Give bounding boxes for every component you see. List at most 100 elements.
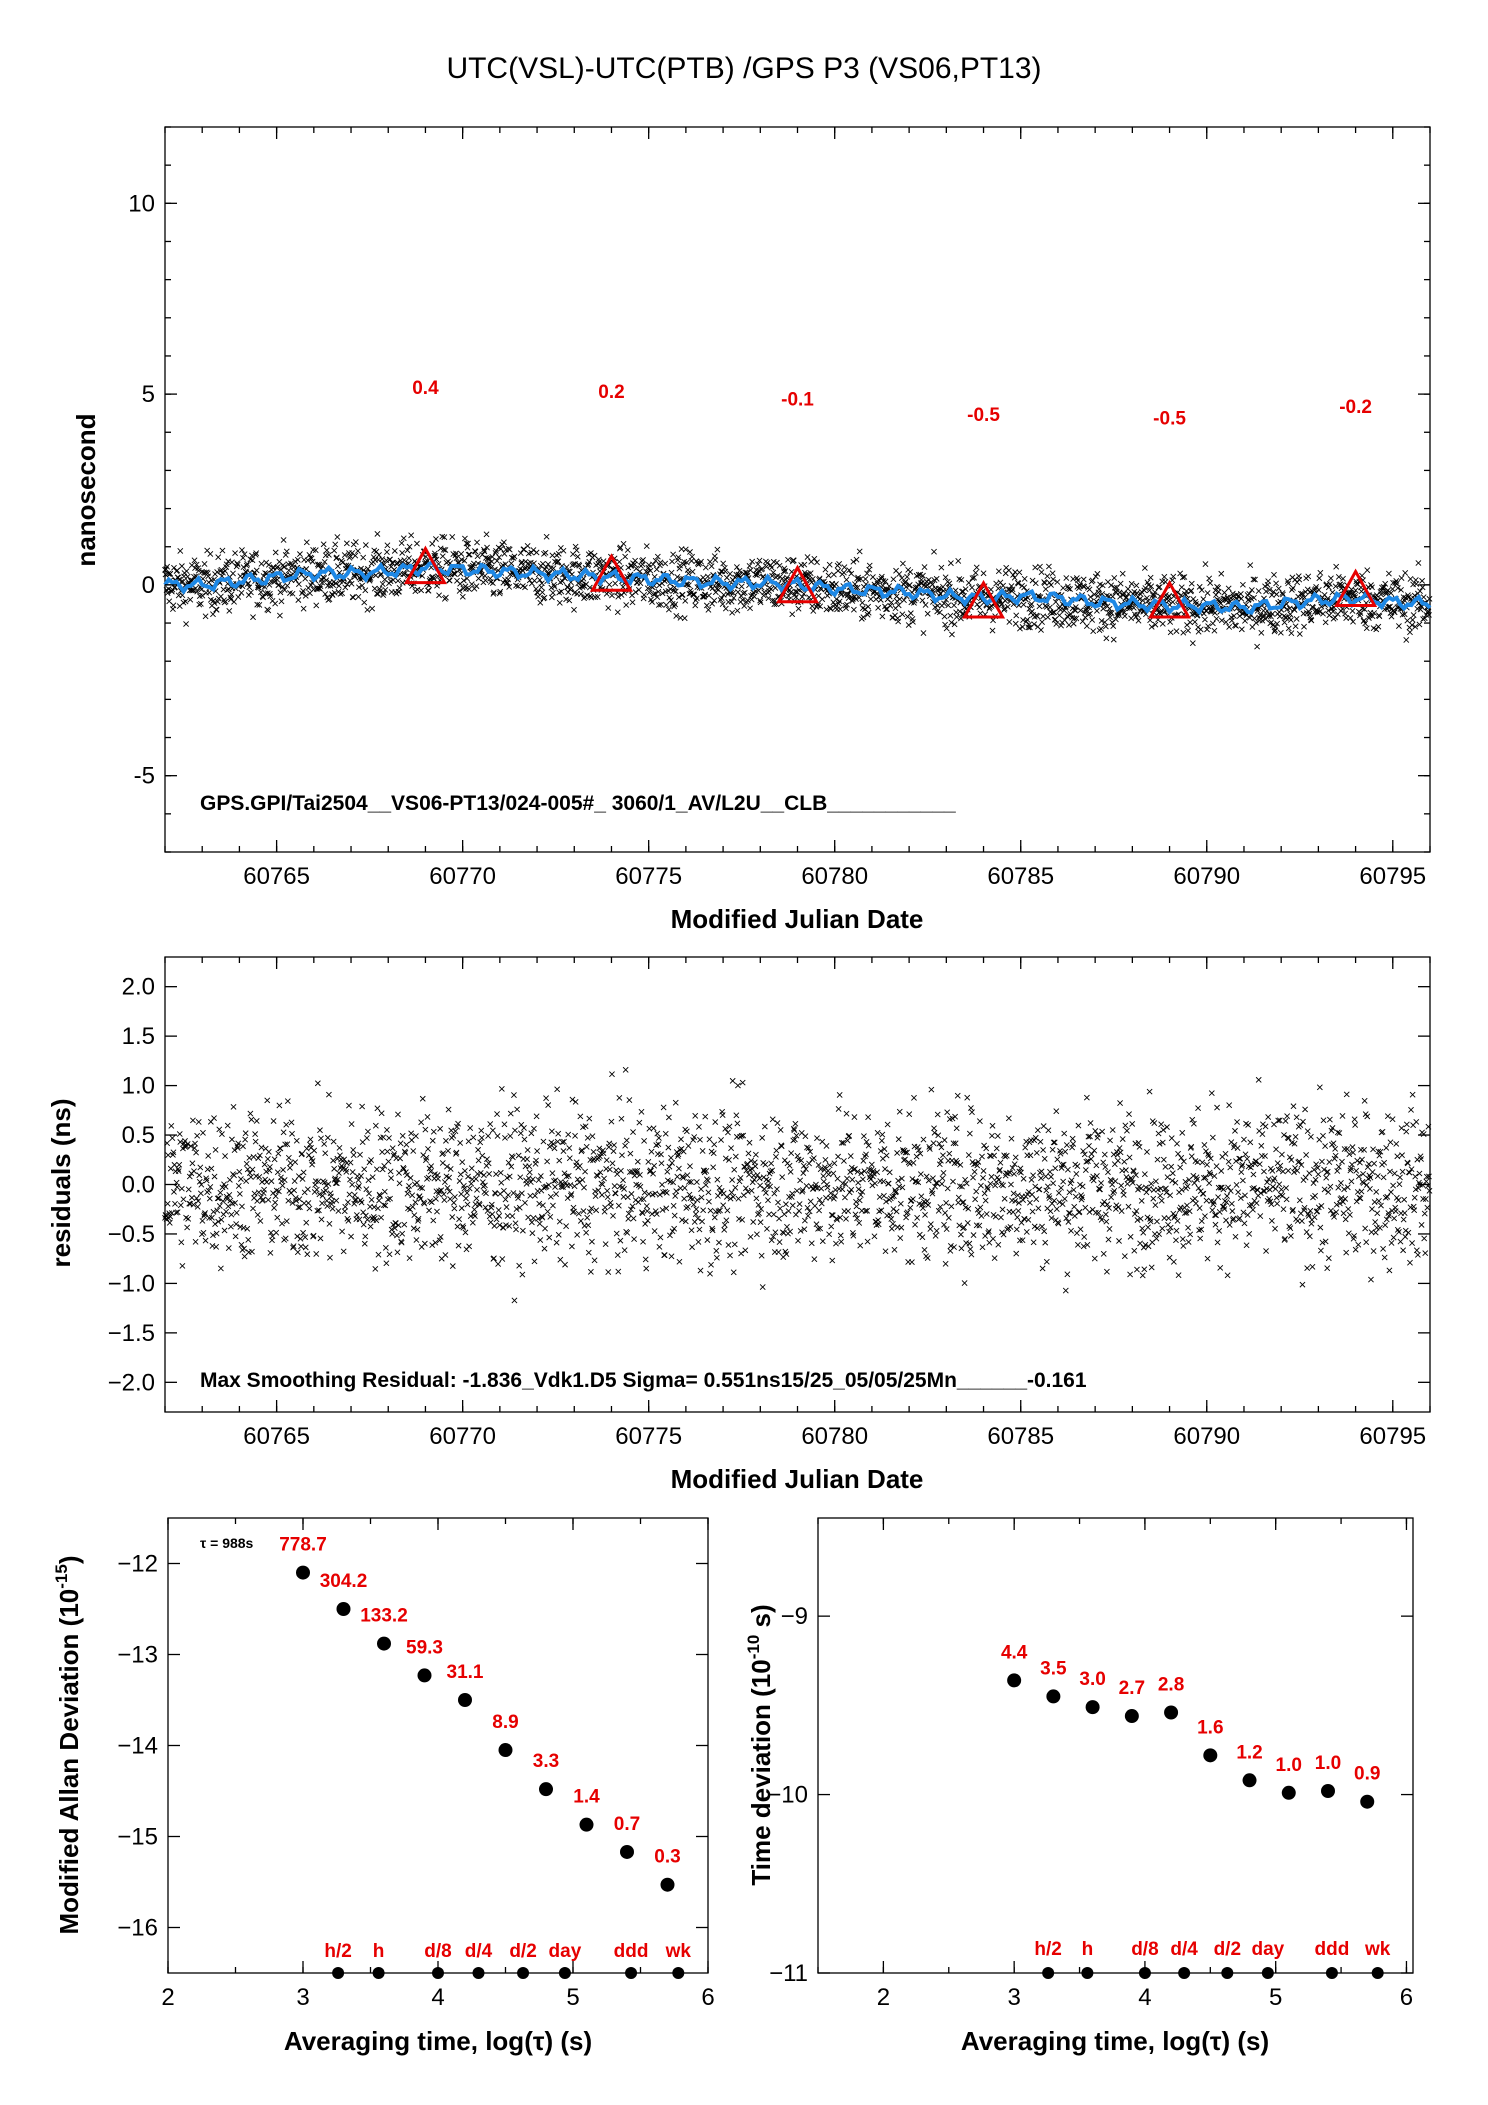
main-point [663,602,670,608]
main-point [1343,615,1350,621]
residual-point [368,1157,375,1163]
residual-point [651,1162,658,1169]
main-point [1209,620,1216,627]
main-point [841,564,848,571]
residual-point [697,1267,704,1274]
main-point [801,561,808,568]
main-smoothed-curve [163,559,1432,616]
residual-point [652,1190,659,1197]
residual-point [171,1188,177,1195]
residual-point [317,1235,324,1242]
main-point [620,540,627,547]
main-point [756,557,763,564]
residual-point [1306,1233,1313,1240]
main-point [192,585,199,592]
residual-point [199,1217,206,1224]
residual-point [272,1193,279,1200]
residual-point [774,1120,781,1126]
residual-point [1003,1152,1010,1159]
main-point [749,558,756,565]
residual-point [244,1166,251,1173]
residual-point [980,1174,986,1181]
residual-point [292,1159,299,1166]
main-point [526,577,533,584]
residual-point [1214,1104,1220,1111]
main-point [745,597,751,604]
residual-point [185,1186,192,1193]
main-point [205,573,212,580]
residual-point [1018,1169,1024,1176]
residual-point [353,1212,360,1218]
residual-point [1278,1151,1285,1158]
main-point [1086,586,1093,593]
main-point [850,558,857,565]
main-point [543,563,549,570]
residual-point [249,1166,256,1173]
residual-point [775,1249,782,1256]
residual-point [1322,1143,1329,1149]
residual-point [258,1144,265,1151]
residual-point [288,1119,295,1126]
residual-point [394,1249,401,1256]
residual-point [942,1260,949,1267]
main-point [338,557,345,564]
residual-point [375,1251,382,1258]
main-point [899,560,906,567]
residual-point [914,1144,921,1150]
residual-point [546,1143,553,1150]
residual-point [367,1223,374,1230]
residual-point [967,1246,974,1253]
main-point [354,548,361,554]
residual-point [721,1226,728,1233]
residual-point [872,1180,878,1187]
main-point [425,587,432,594]
residual-point [397,1155,403,1162]
main-point [295,597,302,603]
main-point [977,610,984,617]
main-point [465,551,472,558]
residual-point [961,1224,967,1231]
main-point [826,561,833,568]
residual-point [611,1142,617,1149]
residual-point [877,1148,884,1154]
residual-point [509,1154,516,1161]
residual-point [1204,1161,1210,1168]
residual-point [1327,1207,1334,1214]
main-point [1412,623,1419,630]
residual-point [609,1071,615,1078]
residual-point [770,1211,777,1218]
residual-point [756,1210,762,1217]
main-point [1021,575,1028,582]
residual-point [494,1133,501,1139]
residual-point [820,1173,827,1179]
residual-point [1086,1142,1092,1149]
residual-point [222,1183,229,1190]
main-point [1039,619,1045,625]
residual-point [493,1171,499,1178]
residual-point [386,1251,393,1258]
residual-point [756,1175,763,1182]
main-point [1011,574,1018,581]
residual-point [1062,1148,1069,1155]
main-point [274,576,281,583]
residual-point [644,1217,651,1224]
residual-point [395,1111,401,1118]
main-point [1399,611,1406,618]
residual-point [649,1211,655,1217]
main-point [924,582,931,588]
residual-point [803,1182,810,1189]
residual-point [1351,1232,1358,1239]
residual-point [287,1164,293,1171]
residual-point [1232,1233,1239,1240]
residual-point [1061,1195,1068,1202]
residual-point [1304,1265,1311,1272]
main-point [855,576,862,583]
main-point [219,547,226,554]
main-point [265,561,272,568]
residual-point [463,1195,469,1202]
residual-point [454,1223,461,1230]
residual-point [445,1147,451,1154]
residual-point [1317,1224,1324,1231]
residual-point [615,1268,622,1275]
main-point [226,607,233,614]
